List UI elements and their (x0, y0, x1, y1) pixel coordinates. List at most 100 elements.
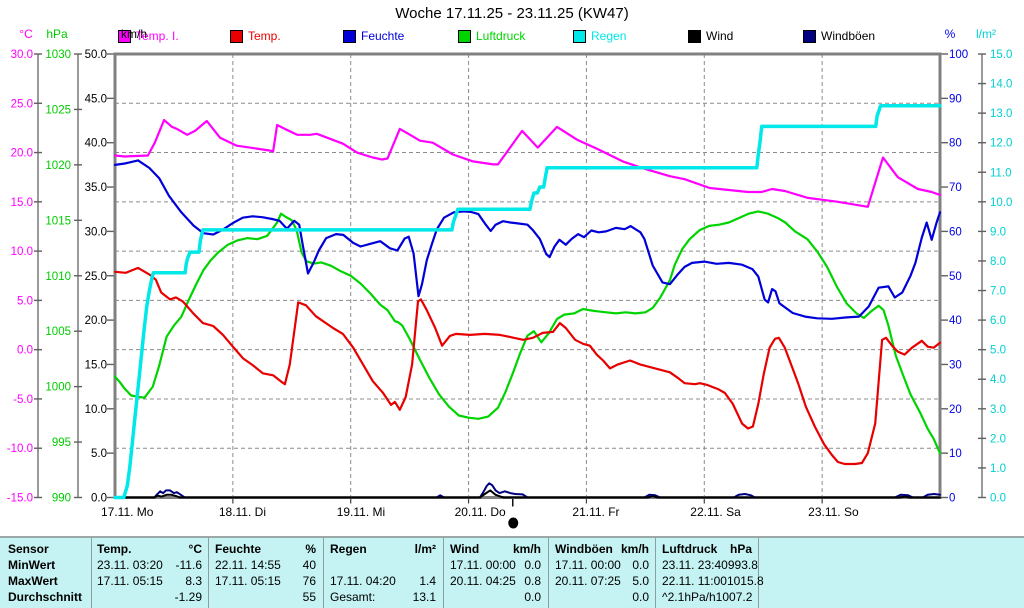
svg-text:20.0: 20.0 (85, 315, 107, 327)
axis-pressure: hPa 1030 1025 1020 1015 1010 1005 1000 995 990 (45, 27, 82, 505)
svg-text:6.0: 6.0 (990, 315, 1006, 327)
stats-value-row: 20.11. 04:25 0.8 (450, 574, 541, 588)
axis-unit-temp: °C (19, 27, 33, 41)
series-group (113, 103, 942, 500)
svg-text:0.0: 0.0 (91, 493, 107, 505)
svg-text:1020: 1020 (45, 160, 71, 172)
svg-text:1000: 1000 (45, 382, 71, 394)
legend-item-feuchte: Feuchte (343, 29, 404, 43)
svg-text:30.0: 30.0 (11, 49, 33, 61)
stats-row-label: MaxWert (8, 574, 58, 588)
stats-col-luftdruck: Luftdruck hPa 23.11. 23:40 993.8 22.11. 11:0… (662, 541, 764, 605)
svg-text:4.0: 4.0 (990, 374, 1006, 386)
day-label: 19.11. Mi (337, 505, 385, 519)
stats-col-header: Wind km/h (450, 542, 541, 556)
axis-unit-rain: l/m² (976, 27, 996, 41)
svg-text:15.0: 15.0 (11, 197, 33, 209)
svg-text:100: 100 (949, 49, 968, 61)
svg-text:10.0: 10.0 (11, 246, 33, 258)
series-feuchte (113, 159, 942, 320)
svg-text:990: 990 (52, 493, 71, 505)
svg-text:11.0: 11.0 (990, 167, 1012, 179)
series-luftdruck (113, 210, 942, 455)
series-wind (114, 489, 941, 499)
stats-value-row: 17.11. 00:00 0.0 (450, 558, 541, 572)
stats-table: Sensor MinWert MaxWert Durchschnitt Temp. °C… (0, 536, 1024, 608)
stats-col-regen: Regen l/m² 17.11. 04:20 1.4 Gesamt: 13.1 (330, 541, 436, 605)
svg-text:12.0: 12.0 (990, 138, 1012, 150)
legend-swatch-regen (573, 29, 586, 43)
legend: Temp. I. Temp. Feuchte Luftdruck Regen Wind Wi… (0, 29, 1024, 45)
svg-text:10.0: 10.0 (990, 197, 1012, 209)
svg-text:-15.0: -15.0 (7, 493, 33, 505)
svg-text:9.0: 9.0 (990, 226, 1006, 238)
stats-divider (548, 538, 549, 608)
stats-value-row: 17.11. 04:20 1.4 (330, 574, 436, 588)
svg-text:25.0: 25.0 (11, 98, 33, 110)
legend-swatch-windboeen (803, 29, 816, 43)
svg-text:1.0: 1.0 (990, 463, 1006, 475)
stats-divider (655, 538, 656, 608)
svg-text:995: 995 (52, 437, 71, 449)
legend-label-luftdruck: Luftdruck (476, 29, 526, 43)
svg-text:30: 30 (949, 359, 962, 371)
stats-divider (758, 538, 759, 608)
svg-text:40: 40 (949, 315, 962, 327)
svg-text:7.0: 7.0 (990, 286, 1006, 298)
axis-wind: km/h 50.0 45.0 40.0 35.0 30.0 25.0 20.0 15.0 10.0… (85, 27, 147, 505)
axis-rain: l/m² 15.0 14.0 13.0 12.0 11.0 10.0 9.0 8.0 7.0 6.0… (976, 27, 1012, 505)
svg-text:5.0: 5.0 (990, 345, 1006, 357)
svg-text:0.0: 0.0 (990, 493, 1006, 505)
svg-text:1010: 1010 (45, 271, 71, 283)
legend-item-wind: Wind (688, 29, 733, 43)
series-windboeen (114, 482, 941, 499)
day-label: 21.11. Fr (572, 505, 619, 519)
stats-value-row: 0.0 (524, 590, 541, 604)
stats-row-labels: Sensor MinWert MaxWert Durchschnitt (8, 541, 82, 605)
chart-plot: °C 30.0 25.0 20.0 15.0 10.0 5.0 0.0 -5.0 -10.0 -15… (7, 27, 1012, 529)
svg-text:10: 10 (949, 448, 962, 460)
svg-text:80: 80 (949, 138, 962, 150)
axis-unit-pressure: hPa (46, 27, 68, 41)
svg-text:15.0: 15.0 (990, 49, 1012, 61)
series-temp (113, 266, 942, 466)
legend-label-regen: Regen (591, 29, 627, 43)
stats-value-row: 17.11. 05:15 76 (215, 574, 316, 588)
stats-row-label: Sensor (8, 542, 49, 556)
legend-swatch-temp (230, 29, 243, 43)
day-label: 17.11. Mo (101, 505, 154, 519)
svg-text:35.0: 35.0 (85, 182, 107, 194)
day-label: 18.11. Di (219, 505, 266, 519)
svg-text:20: 20 (949, 404, 962, 416)
svg-text:5.0: 5.0 (17, 295, 33, 307)
legend-swatch-feuchte (343, 29, 356, 43)
legend-item-luftdruck: Luftdruck (458, 29, 525, 43)
series-regen (113, 103, 942, 500)
stats-col-header: Luftdruck hPa (662, 542, 752, 556)
svg-text:1005: 1005 (45, 326, 71, 338)
svg-text:70: 70 (949, 182, 962, 194)
series-temp_i (113, 118, 942, 208)
legend-item-windboeen: Windböen (803, 29, 875, 43)
stats-row-label: MinWert (8, 558, 56, 572)
stats-col-feuchte: Feuchte% 22.11. 14:55 40 17.11. 05:15 76 55 (215, 541, 316, 605)
svg-text:1025: 1025 (45, 104, 71, 116)
stats-value-row: 23.11. 23:40 993.8 (662, 558, 758, 572)
svg-text:10.0: 10.0 (85, 404, 107, 416)
svg-text:50: 50 (949, 271, 962, 283)
axis-temp: °C 30.0 25.0 20.0 15.0 10.0 5.0 0.0 -5.0 -10.0 -15… (7, 27, 42, 505)
stats-col-wind: Wind km/h 17.11. 00:00 0.0 20.11. 04:25 0.8 0.… (450, 541, 541, 605)
svg-text:20.0: 20.0 (11, 148, 33, 160)
svg-text:2.0: 2.0 (990, 433, 1006, 445)
stats-col-header: Feuchte% (215, 542, 316, 556)
svg-text:5.0: 5.0 (91, 448, 107, 460)
svg-text:13.0: 13.0 (990, 108, 1012, 120)
day-label: 20.11. Do (455, 505, 506, 519)
legend-swatch-temp_i (118, 29, 131, 43)
stats-divider (323, 538, 324, 608)
legend-item-regen: Regen (573, 29, 626, 43)
stats-divider (208, 538, 209, 608)
svg-text:-5.0: -5.0 (13, 394, 33, 406)
svg-text:60: 60 (949, 226, 962, 238)
svg-text:1015: 1015 (45, 215, 71, 227)
